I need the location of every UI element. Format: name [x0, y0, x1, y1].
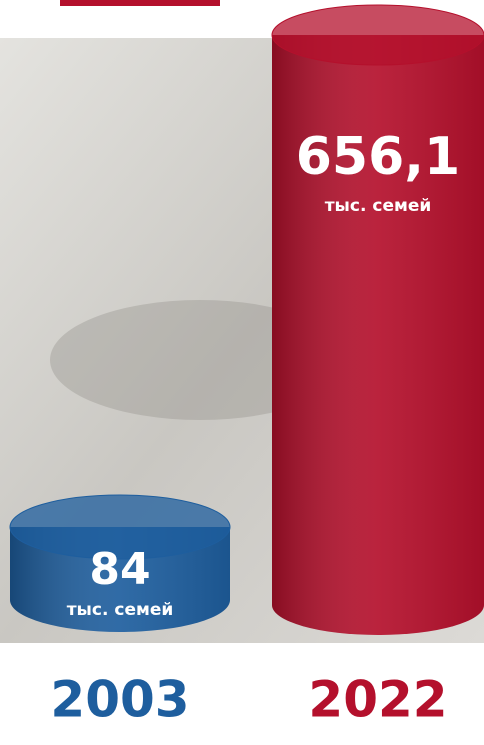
- cylinder-top: [272, 5, 484, 65]
- value-unit: тыс. семей: [325, 196, 432, 216]
- value-label: 84: [89, 544, 150, 595]
- category-label: 2003: [50, 671, 189, 729]
- value-label: 656,1: [296, 127, 460, 187]
- category-label: 2022: [308, 671, 447, 729]
- chart: 84 тыс. семей 2003 656,1 тыс. семей 2022: [0, 0, 484, 745]
- cylinder-shade: [272, 35, 484, 635]
- top-accent: [60, 0, 220, 6]
- value-unit: тыс. семей: [67, 600, 174, 620]
